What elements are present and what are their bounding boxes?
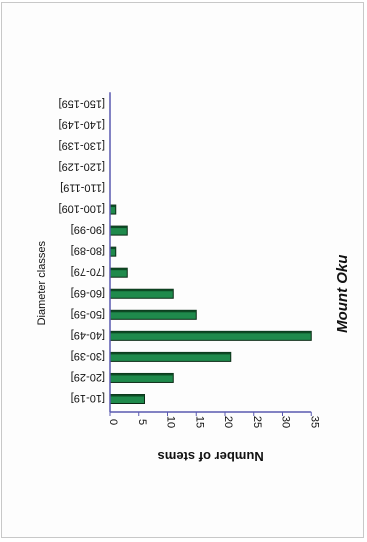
category-label: [130-139] — [59, 139, 105, 151]
bar-shade — [110, 205, 116, 208]
bar-shade — [110, 331, 312, 334]
bar-90-99 — [109, 225, 128, 236]
category-label: [80-89] — [71, 245, 105, 257]
bar-30-39 — [109, 351, 232, 362]
bar-10-19 — [109, 394, 145, 404]
bar-60-69 — [109, 288, 174, 299]
x-tick-label: 0 — [107, 419, 119, 425]
category-label: [90-99] — [71, 224, 105, 236]
category-label: [100-109] — [59, 203, 105, 215]
category-label: [140-149] — [59, 118, 105, 130]
x-axis-label: Number of stems — [158, 449, 264, 464]
bar-20-29 — [109, 372, 174, 383]
x-tick-label: 10 — [165, 416, 177, 428]
bar-shade — [110, 373, 174, 376]
category-label: [150-159] — [59, 97, 105, 109]
bars — [109, 99, 312, 404]
bar-shade — [110, 226, 128, 229]
bar-shade — [110, 310, 197, 313]
x-tick-label: 20 — [222, 416, 234, 428]
bar-shade — [110, 394, 145, 397]
bar-80-89 — [109, 246, 117, 257]
x-tick-label: 35 — [308, 416, 320, 428]
category-label: [120-129] — [59, 160, 105, 172]
bar-shade — [110, 289, 174, 292]
x-tick-label: 5 — [136, 419, 148, 425]
bar-40-49 — [109, 330, 312, 341]
bar-70-79 — [109, 267, 128, 278]
y-axis-label: Diameter classes — [36, 241, 48, 326]
x-tick-label: 25 — [251, 416, 263, 428]
x-tick-label: 30 — [280, 416, 292, 428]
chart-title: Mount Oku — [334, 255, 351, 333]
bar-50-59 — [109, 309, 197, 320]
category-label: [110-119] — [60, 182, 105, 194]
category-label: [50-59] — [71, 308, 105, 320]
x-tick-label: 15 — [193, 416, 205, 428]
category-label: [40-49] — [71, 329, 105, 341]
bar-shade — [110, 352, 231, 355]
category-labels: [10-19] [20-29] [30-39] [40-49] [50-59] [60-6… — [59, 97, 105, 404]
bar-shade — [110, 268, 128, 271]
category-label: [70-79] — [71, 266, 105, 278]
x-ticks — [109, 412, 312, 416]
bar-shade — [110, 247, 116, 250]
category-label: [20-29] — [71, 371, 105, 383]
x-tick-labels: 0 5 10 15 20 25 30 35 — [107, 416, 320, 428]
bar-100-109 — [109, 204, 117, 215]
chart-frame — [1, 2, 364, 538]
category-label: [30-39] — [71, 350, 105, 362]
category-label: [60-69] — [71, 287, 105, 299]
category-label: [10-19] — [71, 392, 105, 404]
